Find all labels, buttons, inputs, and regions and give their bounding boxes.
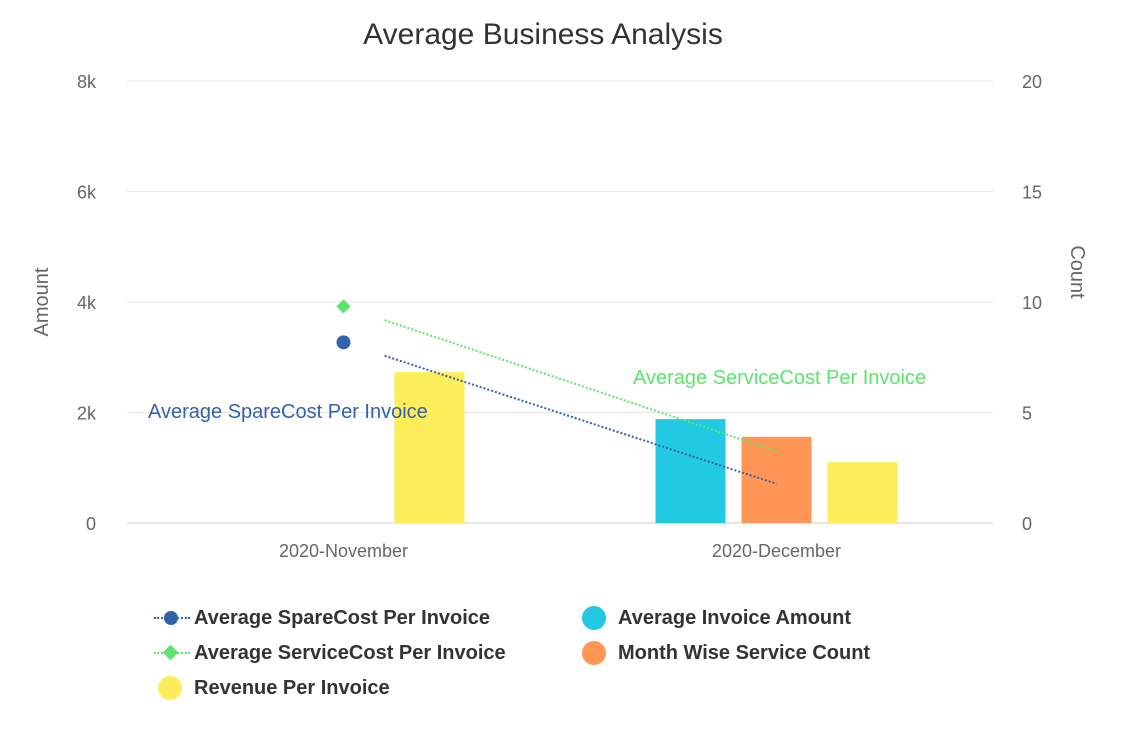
- axes: 0 2k 4k 6k 8k 0 5 10 15 20 Amount Count 2020-Novembe…: [31, 72, 1088, 561]
- legend-circle-icon: [574, 638, 618, 668]
- y-left-tick-label: 4k: [77, 293, 97, 313]
- bar-month-wise-service-count: [741, 436, 812, 523]
- point-marker-circle: [336, 335, 351, 350]
- legend-line-diamond-icon: [150, 638, 194, 668]
- legend-label: Month Wise Service Count: [618, 641, 871, 664]
- chart-title: Average Business Analysis: [363, 18, 723, 51]
- y-left-tick-label: 0: [86, 514, 96, 534]
- legend-item-invoice-amount[interactable]: Average Invoice Amount: [574, 603, 851, 633]
- legend-item-service-count[interactable]: Month Wise Service Count: [574, 638, 870, 668]
- y-right-tick-label: 5: [1022, 404, 1032, 424]
- bar-revenue-per-invoice: [827, 462, 898, 523]
- legend-label: Average SpareCost Per Invoice: [194, 606, 491, 629]
- y-left-axis-title: Amount: [31, 267, 53, 336]
- point-marker-diamond: [336, 299, 351, 314]
- x-tick-label: 2020-December: [712, 541, 841, 561]
- y-right-tick-label: 10: [1022, 293, 1042, 313]
- legend-circle-icon: [574, 603, 618, 633]
- legend-label: Average ServiceCost Per Invoice: [194, 641, 506, 664]
- legend-label: Revenue Per Invoice: [194, 676, 390, 699]
- grid-lines: [127, 80, 993, 524]
- data-label-spare-cost: Average SpareCost Per Invoice: [148, 401, 428, 423]
- series-line-average-servicecost-per-invoice: [384, 319, 777, 453]
- legend-circle-icon: [150, 673, 194, 703]
- legend: Average SpareCost Per Invoice Average In…: [150, 600, 1050, 720]
- y-left-tick-label: 6k: [77, 183, 97, 203]
- bar-revenue-per-invoice: [394, 372, 465, 523]
- y-right-tick-label: 20: [1022, 72, 1042, 92]
- y-left-tick-label: 2k: [77, 404, 97, 424]
- y-right-tick-label: 0: [1022, 514, 1032, 534]
- legend-label: Average Invoice Amount: [618, 606, 852, 629]
- legend-item-revenue[interactable]: Revenue Per Invoice: [150, 673, 390, 703]
- series-lines: [336, 299, 777, 485]
- bars: [394, 372, 898, 523]
- chart-area: Average Business Analysis 0 2k 4k 6k 8k 0 5 10 1…: [31, 18, 1088, 561]
- y-right-tick-label: 15: [1022, 183, 1042, 203]
- bar-average-invoice-amount: [655, 419, 726, 523]
- y-right-axis-title: Count: [1066, 245, 1088, 299]
- legend-line-circle-icon: [150, 603, 194, 633]
- x-tick-label: 2020-November: [279, 541, 408, 561]
- legend-item-spare-cost[interactable]: Average SpareCost Per Invoice: [150, 603, 490, 633]
- data-label-service-cost: Average ServiceCost Per Invoice: [633, 367, 926, 389]
- y-left-tick-label: 8k: [77, 72, 97, 92]
- legend-item-service-cost[interactable]: Average ServiceCost Per Invoice: [150, 638, 506, 668]
- data-labels: Average SpareCost Per Invoice Average Ser…: [148, 367, 926, 423]
- series-line-average-sparecost-per-invoice: [384, 354, 777, 485]
